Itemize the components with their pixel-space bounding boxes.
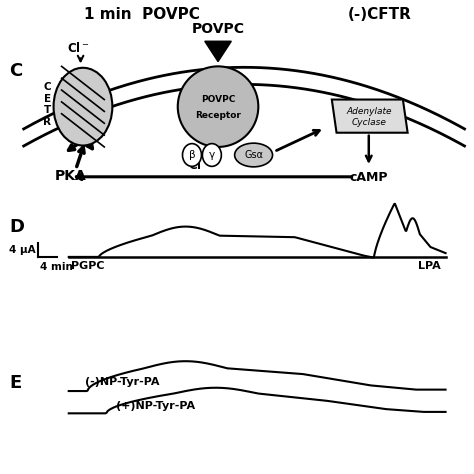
- Text: cAMP: cAMP: [349, 171, 388, 183]
- Text: 1 min  POVPC: 1 min POVPC: [84, 7, 200, 22]
- Text: Receptor: Receptor: [195, 111, 241, 119]
- Text: E: E: [44, 93, 51, 104]
- Text: PGPC: PGPC: [71, 261, 105, 271]
- Text: PKA: PKA: [55, 169, 87, 183]
- Text: Cl$^-$: Cl$^-$: [188, 157, 210, 172]
- Text: D: D: [9, 218, 25, 236]
- Text: Adenylate: Adenylate: [346, 107, 392, 116]
- Text: C: C: [44, 82, 51, 92]
- Text: T: T: [44, 105, 51, 116]
- Text: (-)CFTR: (-)CFTR: [347, 7, 411, 22]
- Text: LPA: LPA: [418, 261, 441, 271]
- Ellipse shape: [178, 66, 258, 147]
- Polygon shape: [332, 100, 408, 133]
- Ellipse shape: [54, 68, 112, 146]
- Text: β: β: [189, 150, 195, 160]
- Text: 4 μA: 4 μA: [9, 245, 36, 255]
- Text: 4 min: 4 min: [40, 262, 73, 272]
- Text: Cl$^-$: Cl$^-$: [67, 41, 90, 55]
- Ellipse shape: [235, 143, 273, 167]
- Text: γ: γ: [209, 150, 215, 160]
- Polygon shape: [205, 41, 231, 62]
- Text: R: R: [44, 117, 51, 128]
- Ellipse shape: [182, 144, 201, 166]
- Text: C: C: [9, 62, 23, 80]
- Text: E: E: [9, 374, 22, 392]
- Text: (-)NP-Tyr-PA: (-)NP-Tyr-PA: [85, 377, 160, 387]
- Text: POVPC: POVPC: [191, 22, 245, 36]
- Text: Gsα: Gsα: [244, 150, 263, 160]
- Text: POVPC: POVPC: [201, 95, 235, 104]
- Text: Cyclase: Cyclase: [351, 118, 386, 127]
- Text: (+)NP-Tyr-PA: (+)NP-Tyr-PA: [116, 401, 195, 410]
- Ellipse shape: [202, 144, 221, 166]
